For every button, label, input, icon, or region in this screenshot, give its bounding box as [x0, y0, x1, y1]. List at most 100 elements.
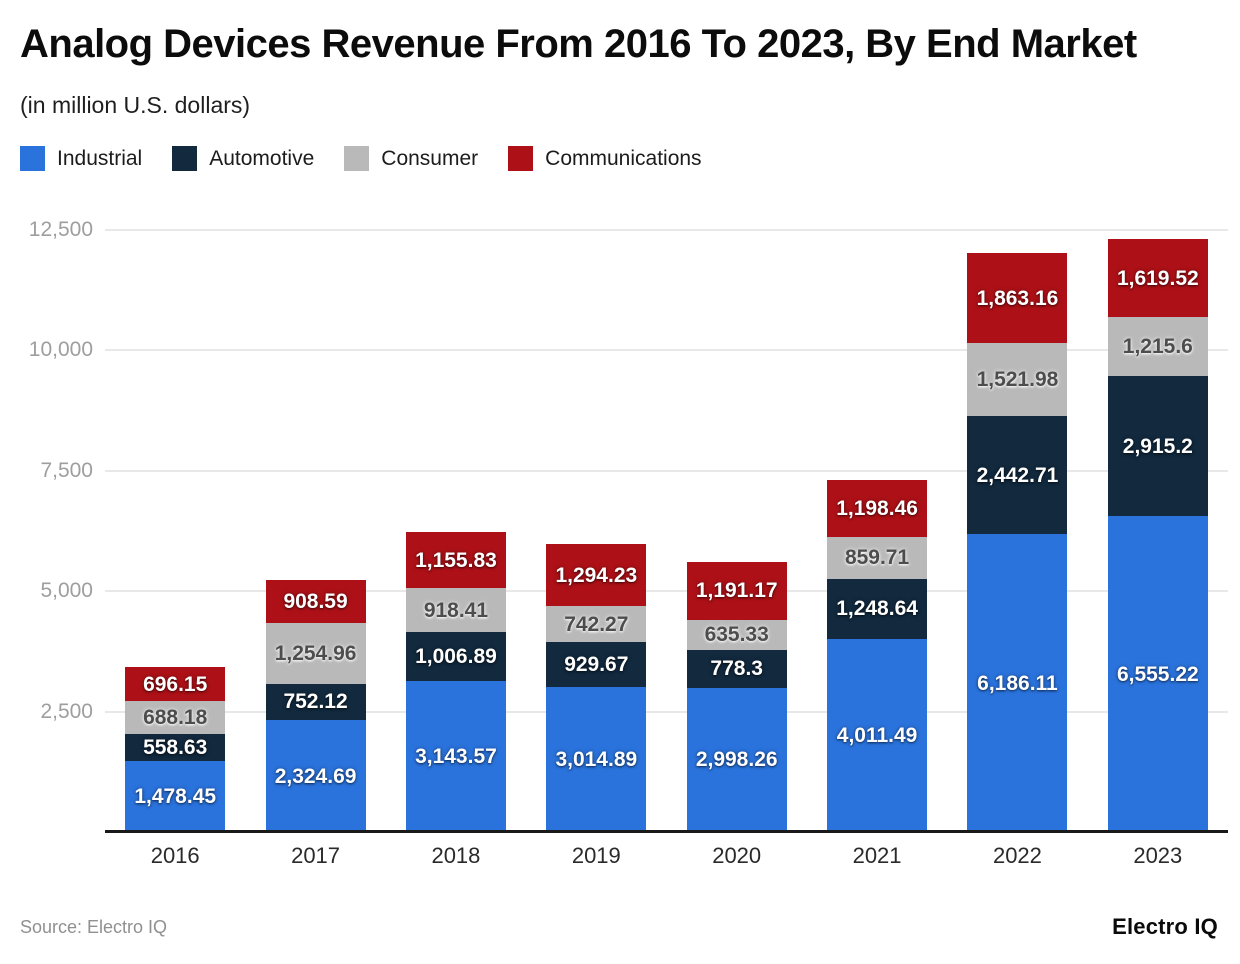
bar-segment-industrial-2018[interactable]: 3,143.57: [405, 680, 506, 832]
bar-segment-automotive-2019[interactable]: 929.67: [546, 642, 647, 687]
bar-segment-automotive-2022[interactable]: 2,442.71: [967, 416, 1068, 535]
bar-segment-consumer-2017[interactable]: 1,254.96: [265, 623, 366, 684]
bar-segment-consumer-2021[interactable]: 859.71: [827, 537, 928, 579]
bar-segment-industrial-2019[interactable]: 3,014.89: [546, 686, 647, 832]
stacked-bar-2023: 6,555.22 2,915.2 1,215.6 1,619.52: [1107, 239, 1208, 832]
x-tick-label-2022: 2022: [992, 843, 1042, 868]
legend-swatch-industrial: [20, 146, 45, 171]
bar-segment-automotive-2021[interactable]: 1,248.64: [827, 578, 928, 639]
bar-segment-consumer-2020[interactable]: 635.33: [686, 619, 787, 651]
bar-value-label: 742.27: [564, 612, 629, 636]
bar-value-label: 1,215.6: [1122, 335, 1193, 359]
legend-item-consumer[interactable]: Consumer: [344, 146, 478, 171]
legend-item-automotive[interactable]: Automotive: [172, 146, 314, 171]
bar-slot-2021: 4,011.49 1,248.64 859.71 1,198.46: [807, 230, 947, 832]
bar-value-label: 1,155.83: [415, 548, 497, 572]
bar-segment-industrial-2021[interactable]: 4,011.49: [827, 638, 928, 832]
legend-label: Communications: [545, 146, 702, 170]
bar-segment-industrial-2023[interactable]: 6,555.22: [1107, 516, 1208, 832]
x-axis-labels: 2016 2017 2018 2019 2020 2021 2022 2023: [105, 843, 1228, 869]
stacked-bar-2019: 3,014.89 929.67 742.27 1,294.23: [546, 543, 647, 832]
bar-segment-consumer-2018[interactable]: 918.41: [405, 587, 506, 633]
page-title: Analog Devices Revenue From 2016 To 2023…: [20, 22, 1137, 66]
bars-container: 1,478.45 558.63 688.18 696.15 2,324.69 752.12…: [105, 230, 1228, 832]
stacked-bar-2022: 6,186.11 2,442.71 1,521.98 1,863.16: [967, 253, 1068, 832]
bar-value-label: 929.67: [564, 652, 629, 676]
chart-subtitle: (in million U.S. dollars): [20, 92, 251, 118]
bar-value-label: 1,863.16: [976, 286, 1059, 310]
bar-segment-communications-2022[interactable]: 1,863.16: [967, 253, 1068, 344]
bar-segment-automotive-2023[interactable]: 2,915.2: [1107, 375, 1208, 517]
stacked-bar-2018: 3,143.57 1,006.89 918.41 1,155.83: [405, 532, 506, 832]
x-tick-label-2019: 2019: [571, 843, 621, 868]
bar-value-label: 859.71: [844, 546, 910, 570]
bar-segment-automotive-2020[interactable]: 778.3: [686, 650, 787, 688]
bar-value-label: 1,198.46: [836, 496, 918, 520]
bar-segment-automotive-2018[interactable]: 1,006.89: [405, 632, 506, 681]
bar-segment-industrial-2022[interactable]: 6,186.11: [967, 534, 1068, 832]
x-tick-label-2020: 2020: [712, 843, 762, 868]
bar-segment-communications-2019[interactable]: 1,294.23: [546, 543, 647, 607]
x-tick-label-2023: 2023: [1133, 843, 1183, 868]
legend-swatch-automotive: [172, 146, 198, 171]
bar-segment-automotive-2017[interactable]: 752.12: [265, 683, 366, 721]
bar-slot-2022: 6,186.11 2,442.71 1,521.98 1,863.16: [947, 230, 1087, 832]
bar-value-label: 1,294.23: [555, 563, 638, 587]
bar-segment-consumer-2019[interactable]: 742.27: [546, 606, 647, 643]
bar-value-label: 1,478.45: [134, 784, 217, 808]
bar-value-label: 2,442.71: [976, 463, 1059, 487]
legend-item-industrial[interactable]: Industrial: [20, 146, 142, 171]
bar-value-label: 918.41: [423, 598, 489, 622]
bar-value-label: 688.18: [143, 705, 208, 729]
y-axis-labels: 2,500 5,000 7,500 10,000 12,500: [0, 218, 93, 832]
bar-segment-communications-2017[interactable]: 908.59: [265, 579, 366, 624]
bar-segment-consumer-2016[interactable]: 688.18: [125, 700, 226, 734]
bar-segment-automotive-2016[interactable]: 558.63: [125, 733, 226, 761]
bar-value-label: 6,186.11: [977, 671, 1058, 695]
y-tick-label: 10,000: [28, 338, 93, 362]
bar-value-label: 752.12: [283, 690, 348, 714]
bar-segment-communications-2018[interactable]: 1,155.83: [405, 532, 506, 588]
bar-segment-industrial-2016[interactable]: 1,478.45: [125, 760, 226, 832]
legend-item-communications[interactable]: Communications: [508, 146, 702, 171]
bar-value-label: 1,248.64: [836, 597, 918, 621]
gridline-2500: [105, 710, 1228, 713]
x-tick-label-2018: 2018: [431, 843, 481, 868]
bar-slot-2016: 1,478.45 558.63 688.18 696.15: [105, 230, 245, 832]
y-tick-label: 12,500: [28, 218, 93, 241]
bar-segment-industrial-2017[interactable]: 2,324.69: [265, 720, 366, 832]
legend-label: Industrial: [57, 146, 143, 170]
bar-slot-2018: 3,143.57 1,006.89 918.41 1,155.83: [386, 230, 526, 832]
bar-segment-industrial-2020[interactable]: 2,998.26: [686, 687, 787, 832]
bar-value-label: 1,521.98: [976, 368, 1059, 392]
y-tick-label: 5,000: [40, 579, 93, 603]
bar-value-label: 778.3: [710, 657, 763, 681]
legend-label: Automotive: [209, 146, 315, 170]
bar-value-label: 3,014.89: [555, 747, 638, 771]
legend-swatch-consumer: [344, 146, 370, 171]
bar-value-label: 1,254.96: [274, 642, 357, 666]
gridline-12500: [105, 229, 1228, 231]
stacked-bar-2020: 2,998.26 778.3 635.33 1,191.17: [686, 562, 787, 832]
legend-swatch-communications: [508, 146, 534, 171]
x-tick-label-2021: 2021: [852, 843, 902, 868]
bar-value-label: 1,191.17: [695, 579, 778, 603]
bar-value-label: 6,555.22: [1116, 662, 1199, 686]
gridline-10000: [105, 349, 1228, 352]
bar-segment-communications-2020[interactable]: 1,191.17: [686, 562, 787, 620]
bar-segment-communications-2016[interactable]: 696.15: [125, 667, 226, 701]
bar-value-label: 2,998.26: [695, 748, 778, 772]
bar-segment-communications-2021[interactable]: 1,198.46: [827, 479, 928, 538]
bar-segment-consumer-2023[interactable]: 1,215.6: [1107, 317, 1208, 376]
bar-slot-2023: 6,555.22 2,915.2 1,215.6 1,619.52: [1088, 230, 1228, 832]
stacked-bar-2017: 2,324.69 752.12 1,254.96 908.59: [265, 579, 366, 832]
stacked-bar-2016: 1,478.45 558.63 688.18 696.15: [125, 667, 226, 832]
stacked-bar-2021: 4,011.49 1,248.64 859.71 1,198.46: [827, 479, 928, 832]
y-tick-label: 2,500: [40, 699, 93, 723]
bar-value-label: 2,915.2: [1122, 434, 1193, 458]
bar-value-label: 2,324.69: [274, 764, 357, 788]
bar-segment-consumer-2022[interactable]: 1,521.98: [967, 343, 1068, 417]
brand-logo: Electro IQ: [1112, 914, 1218, 939]
bar-segment-communications-2023[interactable]: 1,619.52: [1107, 239, 1208, 318]
